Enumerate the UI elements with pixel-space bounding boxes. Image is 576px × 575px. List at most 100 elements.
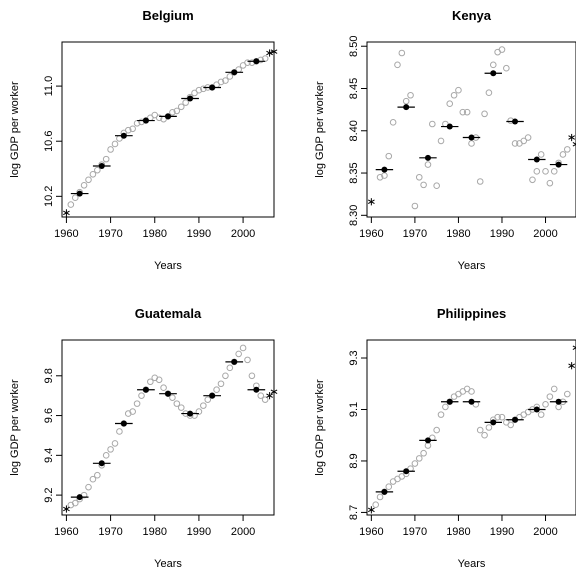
annual-point [111,440,119,447]
annual-point [204,396,212,403]
annual-point [476,178,484,185]
period-mean-point [187,95,194,102]
endpoint-asterisk [367,506,375,514]
annual-point [542,401,549,408]
period-mean-point [165,113,171,120]
annual-point [385,483,393,490]
endpoint-asterisk [270,388,278,396]
annual-point [129,125,136,133]
period-mean-point [120,420,127,427]
annual-point [147,378,154,386]
annual-point [520,137,528,145]
endpoint-asterisk [572,344,576,352]
annual-point [542,168,549,175]
annual-point [244,59,251,66]
endpoint-asterisk [266,392,273,400]
panel-title: Belgium [142,8,193,23]
annual-point [222,372,229,380]
annual-point [424,442,432,449]
y-tick-label: 9.2 [43,487,55,502]
panel-title: Philippines [437,306,506,321]
period-mean-point [403,104,410,111]
period-mean-point [209,84,216,91]
endpoint-asterisk [367,198,375,206]
annual-point [107,446,114,453]
annual-point [415,173,423,181]
annual-point [550,385,558,393]
annual-point [537,151,545,158]
y-tick-label: 9.6 [43,408,55,423]
period-mean-point [490,419,497,426]
annual-point [463,108,471,116]
x-tick-label: 1990 [187,228,211,240]
y-axis-label: log GDP per worker [9,379,21,476]
annual-point [468,140,475,147]
x-tick-label: 1990 [490,526,514,538]
annual-point [563,146,571,153]
x-axis-label: Years [154,558,182,570]
annual-point [376,173,384,181]
x-axis-label: Years [458,260,486,272]
y-tick-label: 8.35 [348,162,360,183]
annual-point [226,73,234,80]
annual-point [67,201,75,208]
panel-title: Guatemala [135,306,202,321]
annual-point [503,64,510,72]
endpoint-asterisk [270,48,278,56]
endpoint-asterisk [63,505,70,513]
annual-point [455,86,462,94]
y-tick-label: 9.8 [43,368,55,383]
annual-point [533,168,541,175]
annual-point [213,386,220,394]
x-tick-label: 2000 [533,526,557,538]
annual-point [529,176,536,184]
annual-point [420,449,427,457]
annual-point [107,146,114,153]
period-mean-point [533,406,540,413]
period-mean-point [468,134,475,141]
annual-point [481,110,488,118]
period-mean-point [98,460,105,467]
period-mean-point [424,437,431,444]
annual-point [160,384,167,392]
y-axis-label: log GDP per worker [314,379,326,476]
y-tick-label: 8.50 [348,36,360,57]
annual-point [85,176,92,184]
period-mean-point [555,398,562,405]
period-mean-point [165,390,171,397]
annual-point [389,119,397,126]
annual-point [433,426,440,434]
period-mean-point [142,117,149,124]
y-axis-label: log GDP per worker [314,81,326,178]
annual-point [437,411,445,418]
x-tick-label: 2000 [231,228,255,240]
endpoint-asterisk [568,133,576,142]
x-tick-label: 1960 [359,526,383,538]
x-tick-label: 1970 [403,228,427,240]
annual-point [437,137,445,145]
annual-point [173,400,181,407]
annual-point [420,181,427,189]
panel-kenya: Kenya 1960 1970 1980 1990 2000 8.30 8.35 8.40 8.4… [314,8,576,272]
annual-point [155,376,163,384]
annual-point [563,390,571,398]
period-mean-point [533,156,540,163]
annual-point [468,388,475,395]
annual-point [200,85,207,93]
plot-frame [61,41,275,218]
y-tick-label: 8.40 [348,120,360,141]
annual-point [546,179,554,187]
x-tick-label: 2000 [533,228,557,240]
annual-point [94,471,101,479]
annual-point [555,403,562,411]
period-mean-point [446,398,453,405]
annual-point [481,431,488,439]
annual-point [102,452,110,459]
x-tick-label: 1980 [143,228,167,240]
annual-point [429,120,436,128]
period-mean-point [512,416,519,423]
endpoint-asterisk [266,49,273,57]
annual-point [511,140,519,147]
period-mean-point [381,166,388,173]
